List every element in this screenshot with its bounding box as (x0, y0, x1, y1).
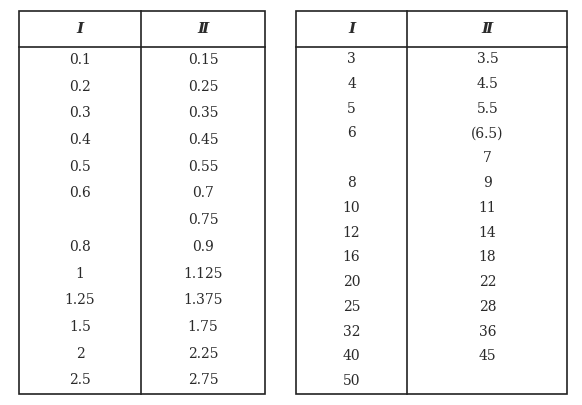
Text: 3.5: 3.5 (477, 52, 498, 66)
Text: 2: 2 (76, 347, 84, 360)
Text: 1.375: 1.375 (183, 293, 223, 307)
Text: 28: 28 (478, 300, 496, 314)
Text: (6.5): (6.5) (471, 126, 503, 141)
Text: 0.1: 0.1 (69, 53, 91, 67)
Text: 0.15: 0.15 (188, 53, 218, 67)
Text: 8: 8 (347, 176, 356, 190)
Text: 0.9: 0.9 (192, 240, 214, 254)
Text: 0.25: 0.25 (188, 80, 218, 94)
Text: 0.4: 0.4 (69, 133, 91, 147)
Text: 25: 25 (343, 300, 360, 314)
Text: 1.75: 1.75 (188, 320, 218, 334)
Text: 32: 32 (343, 325, 360, 339)
Text: 11: 11 (478, 201, 496, 215)
Text: 5.5: 5.5 (477, 102, 498, 115)
Text: 5: 5 (347, 102, 356, 115)
Text: 4: 4 (347, 77, 356, 91)
Text: 0.3: 0.3 (69, 107, 91, 120)
Text: 6: 6 (347, 126, 356, 141)
Text: 1.125: 1.125 (183, 266, 223, 281)
Text: 4.5: 4.5 (477, 77, 498, 91)
Text: 1: 1 (76, 266, 84, 281)
Text: 1.25: 1.25 (65, 293, 95, 307)
Bar (19, 11, 265, 394)
Text: 0.2: 0.2 (69, 80, 91, 94)
Text: 7: 7 (483, 151, 492, 165)
Text: 40: 40 (343, 350, 360, 363)
Text: 2.75: 2.75 (188, 373, 218, 387)
Text: 0.6: 0.6 (69, 186, 91, 200)
Text: 0.8: 0.8 (69, 240, 91, 254)
Text: Ⅱ: Ⅱ (482, 22, 493, 36)
Text: 18: 18 (478, 250, 496, 264)
Text: 20: 20 (343, 275, 360, 289)
Text: 0.75: 0.75 (188, 213, 218, 227)
Text: I: I (348, 22, 355, 36)
Text: 12: 12 (343, 226, 360, 239)
Text: 45: 45 (478, 350, 496, 363)
Text: 2.5: 2.5 (69, 373, 91, 387)
Text: 1.5: 1.5 (69, 320, 91, 334)
Text: 0.5: 0.5 (69, 160, 91, 174)
Text: 0.35: 0.35 (188, 107, 218, 120)
Text: 2.25: 2.25 (188, 347, 218, 360)
Text: 22: 22 (478, 275, 496, 289)
Text: I: I (76, 22, 84, 36)
Text: 0.55: 0.55 (188, 160, 218, 174)
Text: 3: 3 (347, 52, 356, 66)
Text: 36: 36 (478, 325, 496, 339)
Text: 0.7: 0.7 (192, 186, 214, 200)
Text: 14: 14 (478, 226, 496, 239)
Bar (296, 11, 567, 394)
Text: 0.45: 0.45 (188, 133, 218, 147)
Text: 9: 9 (483, 176, 492, 190)
Text: 16: 16 (343, 250, 360, 264)
Text: Ⅱ: Ⅱ (197, 22, 209, 36)
Text: 10: 10 (343, 201, 360, 215)
Text: 50: 50 (343, 374, 360, 388)
